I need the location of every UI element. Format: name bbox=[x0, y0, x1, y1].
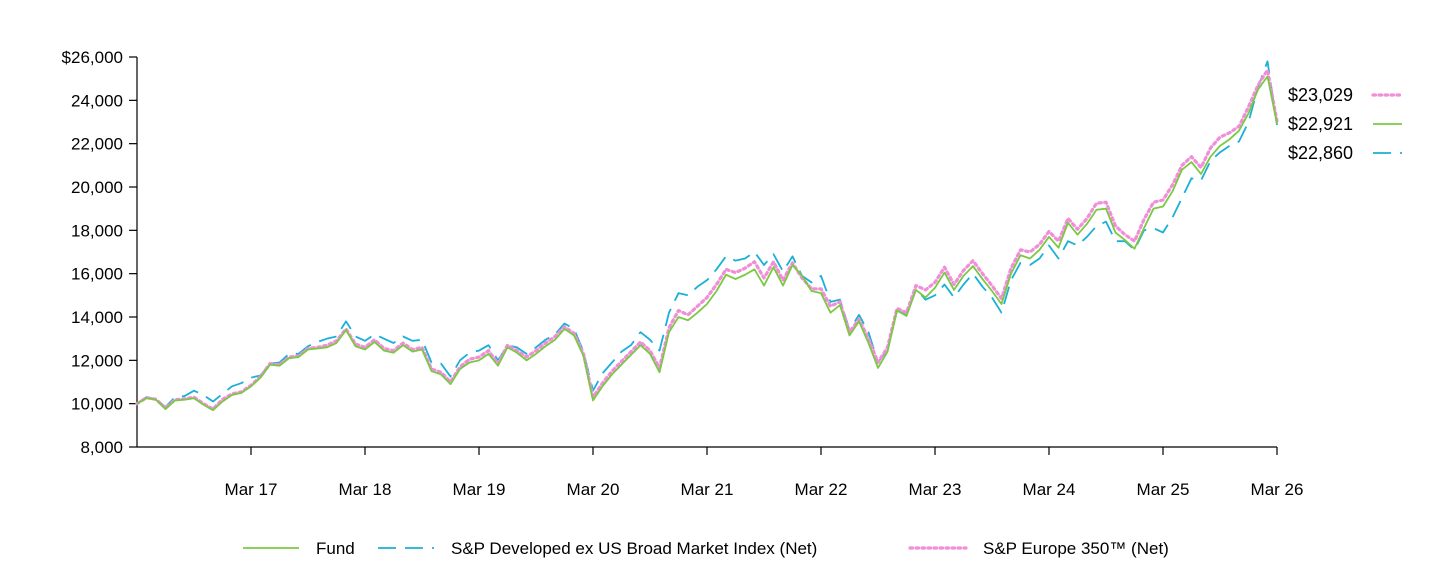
legend: Fund S&P Developed ex US Broad Market Ind… bbox=[243, 539, 1169, 558]
x-tick-label: Mar 22 bbox=[795, 480, 848, 499]
x-tick-label: Mar 24 bbox=[1023, 480, 1076, 499]
y-tick-label: 20,000 bbox=[71, 178, 123, 197]
legend-label: S&P Europe 350™ (Net) bbox=[983, 539, 1169, 558]
end-value-label: $23,029 bbox=[1288, 85, 1353, 105]
legend-label: S&P Developed ex US Broad Market Index (… bbox=[451, 539, 817, 558]
y-tick-label: 18,000 bbox=[71, 221, 123, 240]
x-axis: Mar 17 Mar 18 Mar 19 Mar 20 Mar 21 Mar 22 Mar … bbox=[137, 446, 1304, 499]
x-tick-label: Mar 17 bbox=[225, 480, 278, 499]
y-tick-label: 24,000 bbox=[71, 91, 123, 110]
end-value-label: $22,921 bbox=[1288, 114, 1353, 134]
series-line-s-p-europe-350-net bbox=[135, 68, 1279, 411]
y-axis: $26,000 24,000 22,000 20,000 18,000 16,000 14,… bbox=[62, 48, 138, 457]
y-tick-label: 8,000 bbox=[80, 438, 123, 457]
x-tick-label: Mar 26 bbox=[1251, 480, 1304, 499]
end-value-label: $22,860 bbox=[1288, 143, 1353, 163]
y-tick-label: $26,000 bbox=[62, 48, 123, 67]
legend-label: Fund bbox=[316, 539, 355, 558]
y-tick-label: 12,000 bbox=[71, 351, 123, 370]
y-tick-label: 10,000 bbox=[71, 395, 123, 414]
x-tick-label: Mar 19 bbox=[453, 480, 506, 499]
y-tick-label: 22,000 bbox=[71, 135, 123, 154]
series-layer bbox=[135, 60, 1279, 412]
series-line-s-p-developed-ex-us-broad-market-index-net bbox=[136, 60, 1278, 408]
x-tick-label: Mar 25 bbox=[1137, 480, 1190, 499]
x-tick-label: Mar 18 bbox=[339, 480, 392, 499]
x-tick-label: Mar 23 bbox=[909, 480, 962, 499]
x-tick-label: Mar 20 bbox=[567, 480, 620, 499]
x-tick-label: Mar 21 bbox=[681, 480, 734, 499]
end-labels: $23,029 $22,921 $22,860 bbox=[1288, 85, 1404, 163]
series-line-fund bbox=[136, 75, 1278, 412]
y-tick-label: 14,000 bbox=[71, 308, 123, 327]
y-tick-label: 16,000 bbox=[71, 265, 123, 284]
